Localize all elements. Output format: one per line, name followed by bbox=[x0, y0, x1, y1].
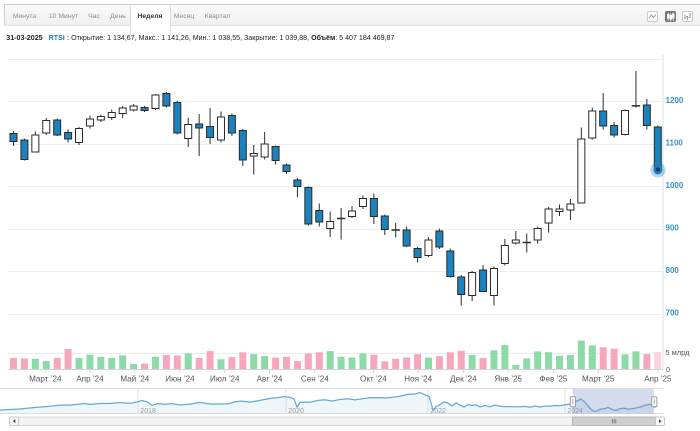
svg-text:5 млрд: 5 млрд bbox=[665, 348, 690, 357]
svg-text:2022: 2022 bbox=[430, 408, 446, 415]
svg-text:2020: 2020 bbox=[288, 408, 304, 415]
svg-text:Апр ’25: Апр ’25 bbox=[644, 374, 672, 383]
svg-text:900: 900 bbox=[666, 223, 680, 232]
svg-text:Июн ’24: Июн ’24 bbox=[165, 374, 195, 383]
svg-text:0: 0 bbox=[666, 365, 670, 374]
svg-text:2024: 2024 bbox=[567, 408, 583, 415]
svg-text:Март ’24: Март ’24 bbox=[29, 374, 62, 383]
svg-text:Ноя ’24: Ноя ’24 bbox=[404, 374, 432, 383]
svg-text:1200: 1200 bbox=[666, 96, 684, 105]
svg-text:Март ’25: Март ’25 bbox=[582, 374, 615, 383]
svg-text:Янв ’25: Янв ’25 bbox=[494, 374, 522, 383]
svg-text:Сен ’24: Сен ’24 bbox=[301, 374, 329, 383]
svg-text:2018: 2018 bbox=[140, 408, 156, 415]
svg-text:800: 800 bbox=[666, 266, 680, 275]
svg-text:Май ’24: Май ’24 bbox=[120, 374, 149, 383]
svg-text:Дек ’24: Дек ’24 bbox=[450, 374, 477, 383]
svg-text:Фев ’25: Фев ’25 bbox=[539, 374, 568, 383]
svg-text:Окт ’24: Окт ’24 bbox=[360, 374, 387, 383]
svg-text:1100: 1100 bbox=[666, 138, 684, 147]
svg-text:Июл ’24: Июл ’24 bbox=[210, 374, 240, 383]
svg-text:Апр ’24: Апр ’24 bbox=[76, 374, 104, 383]
svg-text:1000: 1000 bbox=[666, 181, 684, 190]
svg-text:Авг ’24: Авг ’24 bbox=[257, 374, 283, 383]
svg-text:700: 700 bbox=[666, 308, 680, 317]
